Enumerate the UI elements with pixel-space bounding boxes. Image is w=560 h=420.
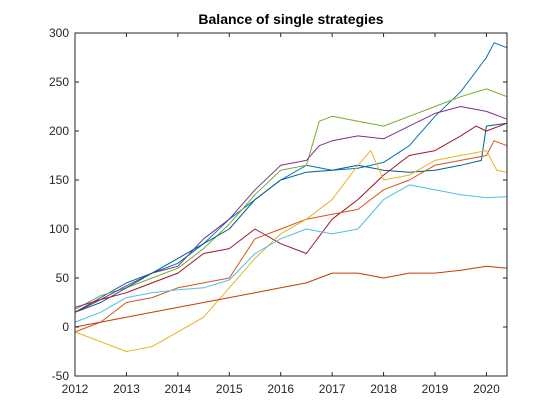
y-tick-label: 300 <box>49 26 69 40</box>
plot-background <box>75 33 507 376</box>
y-tick-label: 50 <box>56 271 70 285</box>
x-axis: 2012 2013 2014 2015 2016 2017 2018 2019 2020 <box>62 33 500 396</box>
series-line-4 <box>74 122 508 313</box>
y-tick-label: 100 <box>49 222 69 236</box>
x-tick-label: 2014 <box>165 382 192 396</box>
series-line-7 <box>74 150 508 352</box>
plot-frame <box>74 32 508 377</box>
y-tick-label: -50 <box>52 369 70 383</box>
y-axis: -50 0 50 100 150 200 250 300 <box>49 26 507 383</box>
x-tick-label: 2012 <box>62 382 89 396</box>
x-tick-label: 2017 <box>319 382 346 396</box>
x-tick-label: 2015 <box>216 382 243 396</box>
x-tick-label: 2016 <box>267 382 294 396</box>
y-tick-label: 150 <box>49 173 69 187</box>
series-line-5 <box>74 122 508 313</box>
x-tick-label: 2020 <box>473 382 500 396</box>
series-line-9 <box>74 265 508 328</box>
chart-title: Balance of single strategies <box>198 11 383 27</box>
y-tick-label: 200 <box>49 124 69 138</box>
x-tick-label: 2018 <box>370 382 397 396</box>
x-tick-label: 2013 <box>113 382 140 396</box>
y-tick-label: 0 <box>62 320 69 334</box>
series-layer <box>74 42 508 352</box>
x-tick-label: 2019 <box>422 382 449 396</box>
series-line-8 <box>74 184 508 323</box>
series-line-2 <box>74 88 508 310</box>
y-tick-label: 250 <box>49 75 69 89</box>
